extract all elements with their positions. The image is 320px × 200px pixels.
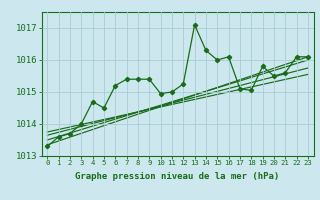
X-axis label: Graphe pression niveau de la mer (hPa): Graphe pression niveau de la mer (hPa): [76, 172, 280, 181]
